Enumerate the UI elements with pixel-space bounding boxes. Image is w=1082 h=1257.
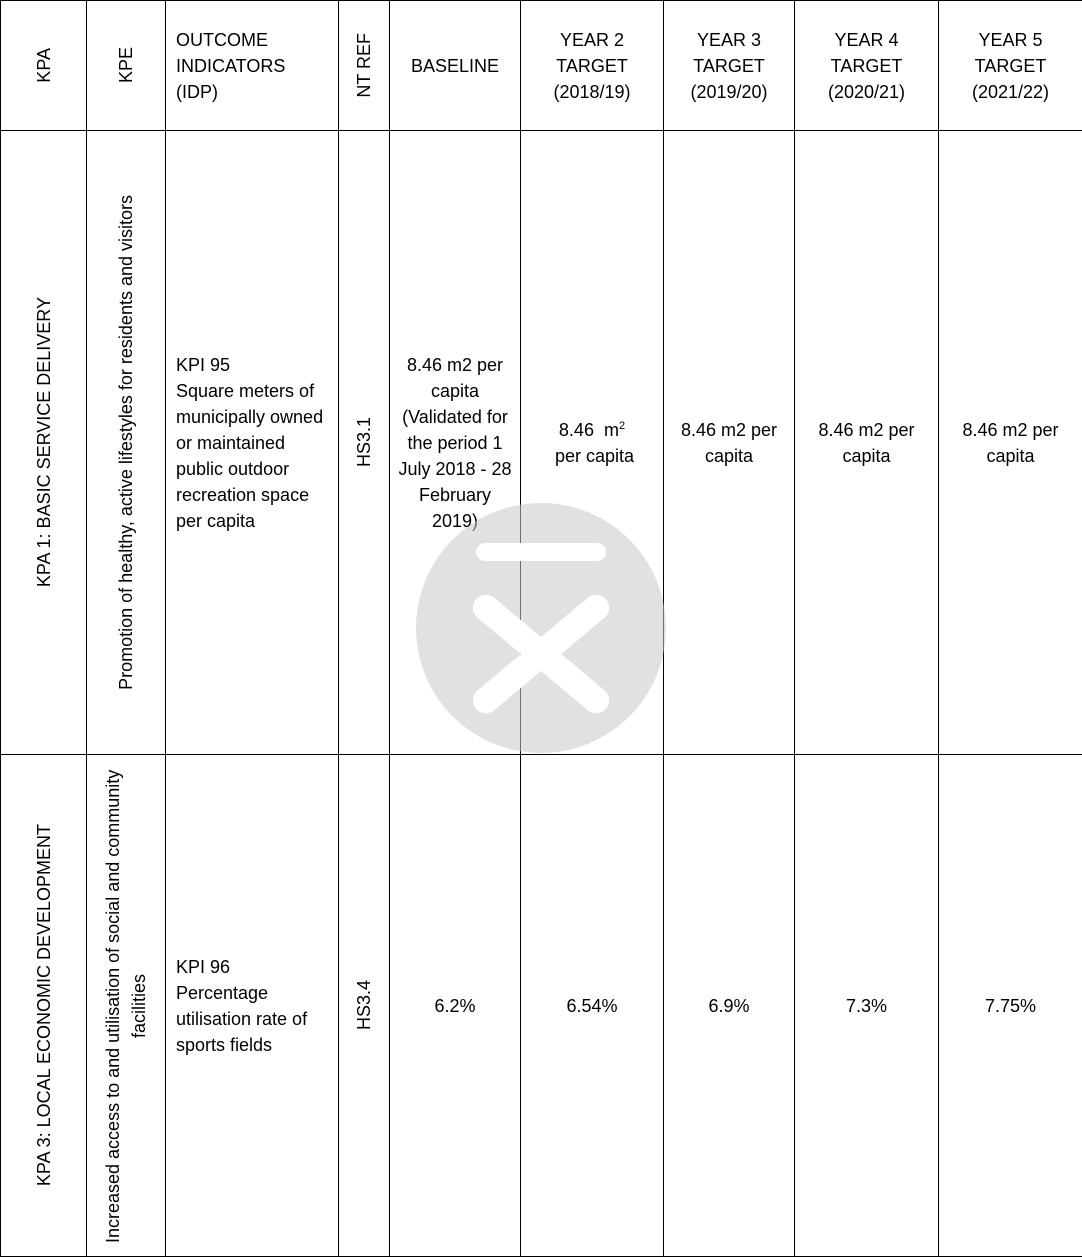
outcome-indicator-cell: KPI 96 Percentage utilisation rate of sp… xyxy=(166,755,339,1257)
kpa-cell: KPA 1: BASIC SERVICE DELIVERY xyxy=(1,131,87,755)
nt-ref-cell: HS3.4 xyxy=(339,755,390,1257)
outcome-indicator-cell: KPI 95 Square meters of municipally owne… xyxy=(166,131,339,755)
year2-target-cell: 6.54% xyxy=(521,755,664,1257)
year5-target-cell: 8.46 m2 per capita xyxy=(939,131,1082,755)
header-row: KPA KPE OUTCOME INDICATORS (IDP) NT REF … xyxy=(1,1,1082,131)
kpi-id: KPI 96 xyxy=(176,954,332,980)
year4-target-cell: 7.3% xyxy=(795,755,939,1257)
header-kpa: KPA xyxy=(1,1,87,131)
kpe-cell: Promotion of healthy, active lifestyles … xyxy=(87,131,166,755)
kpe-cell: Increased access to and utilisation of s… xyxy=(87,755,166,1257)
year5-target-cell: 7.75% xyxy=(939,755,1082,1257)
year4-target-cell: 8.46 m2 per capita xyxy=(795,131,939,755)
header-kpe: KPE xyxy=(87,1,166,131)
header-year4-target: YEAR 4 TARGET (2020/21) xyxy=(795,1,939,131)
header-year5-target: YEAR 5 TARGET (2021/22) xyxy=(939,1,1082,131)
header-year2-target: YEAR 2 TARGET (2018/19) xyxy=(521,1,664,131)
header-year3-target: YEAR 3 TARGET (2019/20) xyxy=(664,1,795,131)
kpi-description: Square meters of municipally owned or ma… xyxy=(176,378,332,534)
header-nt-ref: NT REF xyxy=(339,1,390,131)
year3-target-cell: 8.46 m2 per capita xyxy=(664,131,795,755)
kpi-description: Percentage utilisation rate of sports fi… xyxy=(176,980,332,1058)
baseline-cell: 8.46 m2 per capita (Validated for the pe… xyxy=(390,131,521,755)
year2-target-cell: 8.46 m2 per capita xyxy=(521,131,664,755)
year3-target-cell: 6.9% xyxy=(664,755,795,1257)
header-outcome-indicators: OUTCOME INDICATORS (IDP) xyxy=(166,1,339,131)
baseline-cell: 6.2% xyxy=(390,755,521,1257)
kpa-cell: KPA 3: LOCAL ECONOMIC DEVELOPMENT xyxy=(1,755,87,1257)
nt-ref-cell: HS3.1 xyxy=(339,131,390,755)
header-baseline: BASELINE xyxy=(390,1,521,131)
table-row: KPA 3: LOCAL ECONOMIC DEVELOPMENT Increa… xyxy=(1,755,1082,1257)
kpi-id: KPI 95 xyxy=(176,352,332,378)
table-row: KPA 1: BASIC SERVICE DELIVERY Promotion … xyxy=(1,131,1082,755)
